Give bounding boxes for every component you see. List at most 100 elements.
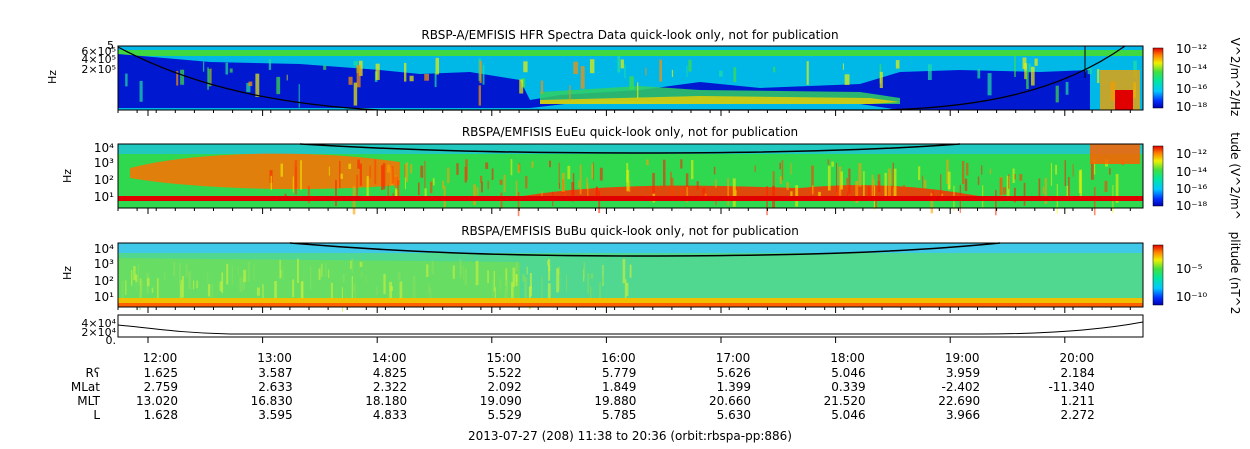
hfr-streak [773, 66, 776, 73]
eueu-streak [863, 171, 865, 199]
eueu-streak [680, 159, 683, 169]
hfr-streak [521, 78, 526, 88]
hfr-streak [895, 60, 900, 69]
panel-4-ytick: 4×10⁴ [81, 317, 116, 330]
ephemeris-value: 5.785 [602, 408, 636, 422]
hfr-streak [246, 82, 251, 93]
ephemeris-value: 16.830 [251, 394, 293, 408]
eueu-streak [812, 185, 814, 195]
eueu-streak [356, 174, 359, 199]
eueu-streak [995, 190, 997, 216]
eueu-streak [578, 180, 580, 188]
hfr-streak [268, 59, 272, 70]
colorbar-3 [1152, 244, 1164, 306]
eueu-streak [280, 163, 284, 177]
bubu-streak [135, 274, 137, 292]
eueu-streak [840, 171, 843, 190]
ephemeris-value: 3.966 [946, 408, 980, 422]
bubu-streak [505, 268, 508, 287]
eueu-streak [732, 178, 736, 207]
panel-1-ytick: 6×10⁵ [81, 45, 116, 58]
eueu-streak [567, 165, 571, 180]
eueu-streak [924, 179, 927, 189]
hfr-streak [589, 59, 595, 74]
bubu-streak [239, 276, 242, 293]
bubu-streak [494, 287, 496, 302]
eueu-streak [424, 188, 427, 201]
eueu-streak [696, 181, 699, 190]
hfr-streak [617, 56, 621, 73]
eueu-streak [571, 182, 575, 202]
eueu-bottom-red-band [118, 196, 1143, 201]
eueu-streak [1093, 186, 1096, 216]
bubu-streak [164, 271, 166, 281]
x-tick-label: 16:00 [601, 351, 636, 365]
eueu-streak [447, 167, 450, 184]
bubu-streak [493, 270, 496, 292]
ephemeris-value: 13.020 [136, 394, 178, 408]
hfr-streak [1097, 69, 1100, 84]
bubu-streak [242, 277, 246, 291]
eueu-streak [465, 159, 468, 181]
eueu-streak [517, 192, 520, 217]
eueu-streak [930, 192, 934, 214]
hfr-streak [353, 82, 358, 106]
bubu-streak [219, 281, 223, 292]
ephemeris-value: 2.092 [487, 380, 521, 394]
eueu-streak [977, 176, 980, 185]
eueu-streak [1068, 176, 1070, 197]
eueu-streak [374, 159, 377, 185]
hfr-streak [1022, 57, 1027, 69]
eueu-streak [491, 168, 494, 180]
x-tick-label: 17:00 [716, 351, 751, 365]
hfr-streak [435, 57, 440, 75]
eueu-streak [827, 159, 830, 165]
bubu-streak [354, 282, 356, 304]
colorbar-1 [1152, 47, 1164, 109]
panel-frame [117, 45, 1144, 111]
bubu-streak [511, 282, 514, 304]
eueu-streak [294, 166, 298, 195]
panel-3-title: RBSPA/EMFISIS BuBu quick-look only, not … [461, 224, 799, 238]
eueu-streak [940, 174, 942, 197]
ephemeris-value: 1.211 [1060, 394, 1094, 408]
eueu-streak [846, 178, 849, 189]
bubu-streak [515, 262, 519, 272]
eueu-streak [827, 165, 831, 191]
eueu-streak [369, 165, 371, 179]
hfr-streak [482, 64, 485, 85]
bubu-streak [359, 261, 363, 268]
bubu-streak [512, 267, 516, 287]
colorbar-2-label: tude (V^2/m^ [1228, 132, 1242, 220]
eueu-streak [340, 173, 343, 179]
hfr-streak [987, 73, 992, 96]
eueu-streak [1012, 168, 1015, 184]
eueu-streak [1050, 163, 1053, 186]
eueu-streak [531, 161, 534, 168]
eueu-streak [858, 163, 862, 187]
ephemeris-value: 18.180 [365, 394, 407, 408]
hfr-streak [1065, 81, 1069, 95]
eueu-streak [946, 159, 949, 184]
colorbar-3-tick: 10⁻⁵ [1176, 262, 1203, 276]
hfr-streak [298, 84, 300, 108]
hfr-streak [879, 71, 883, 89]
eueu-streak [1104, 180, 1108, 192]
bubu-streak [492, 279, 494, 297]
bubu-streak [515, 274, 518, 286]
ephemeris-value: 1.625 [144, 366, 178, 380]
hfr-streak [210, 68, 212, 86]
eueu-streak [947, 171, 951, 190]
bubu-streak [352, 285, 356, 292]
ephemeris-value: 3.587 [258, 366, 292, 380]
hfr-streak [580, 66, 585, 89]
colorbar-1-label: V^2/m^2/Hz [1228, 38, 1242, 117]
eueu-streak [558, 162, 560, 185]
x-tick-label: 18:00 [830, 351, 865, 365]
eueu-streak [525, 176, 528, 189]
hfr-streak [286, 74, 288, 81]
ephemeris-value: 1.628 [144, 408, 178, 422]
position-line [117, 321, 1144, 335]
eueu-streak [628, 180, 631, 193]
